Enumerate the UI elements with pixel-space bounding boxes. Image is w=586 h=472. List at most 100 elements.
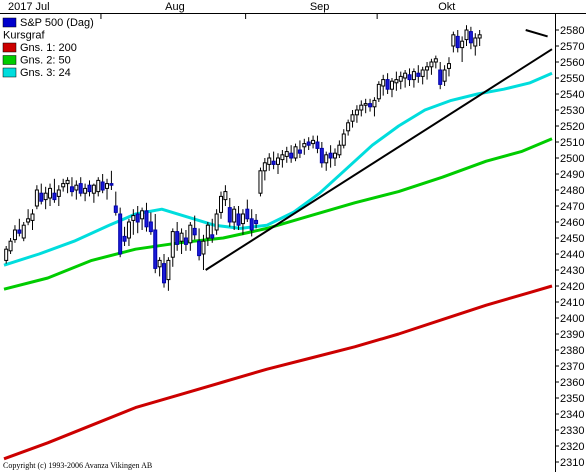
- candle-down: [289, 152, 294, 159]
- candle-up: [311, 139, 316, 145]
- candle-up: [332, 152, 337, 159]
- candle-up: [4, 248, 9, 261]
- candle-up: [8, 240, 13, 252]
- candle-down: [78, 183, 83, 194]
- candle-up: [372, 99, 377, 108]
- candle-up: [74, 184, 79, 191]
- candle-up: [131, 215, 136, 221]
- candle-up: [398, 75, 403, 82]
- candle-up: [34, 189, 39, 207]
- candle-up: [201, 240, 206, 255]
- candle-up: [446, 63, 451, 69]
- month-label: Aug: [165, 1, 185, 13]
- candle-down: [153, 229, 158, 269]
- candle-up: [442, 69, 447, 82]
- y-tick-label: 2340: [560, 409, 584, 421]
- legend-label: S&P 500 (Dag): [20, 17, 94, 29]
- candle-down: [319, 147, 324, 164]
- candle-up: [464, 29, 469, 41]
- y-tick-label: 2380: [560, 345, 584, 357]
- candle-up: [91, 184, 96, 194]
- y-tick-label: 2410: [560, 297, 584, 309]
- legend-label: Gns. 3: 24: [20, 67, 71, 79]
- moving-average-line: [3, 284, 553, 461]
- candle-down: [39, 192, 44, 202]
- candle-up: [473, 37, 478, 47]
- candle-down: [210, 234, 215, 239]
- candle-up: [258, 170, 263, 194]
- y-tick-label: 2310: [560, 457, 584, 469]
- candle-down: [192, 227, 197, 236]
- candle-up: [240, 213, 245, 225]
- candle-up: [223, 191, 228, 201]
- month-label: Sep: [310, 1, 330, 13]
- candle-down: [100, 181, 105, 191]
- candle-up: [56, 189, 61, 197]
- y-tick-label: 2520: [560, 121, 584, 133]
- candle-up: [188, 224, 193, 244]
- candle-up: [381, 79, 386, 87]
- y-tick-label: 2420: [560, 281, 584, 293]
- candle-up: [48, 187, 53, 199]
- moving-average-line: [3, 71, 553, 267]
- candle-up: [451, 34, 456, 47]
- candles: [4, 25, 482, 291]
- candle-up: [324, 154, 329, 164]
- candle-down: [438, 69, 443, 85]
- candle-up: [65, 179, 70, 185]
- candle-up: [433, 58, 438, 63]
- legend-swatch: [2, 67, 17, 78]
- candle-down: [385, 79, 390, 90]
- y-tick-label: 2560: [560, 57, 584, 69]
- y-tick-label: 2450: [560, 233, 584, 245]
- candle-down: [113, 205, 118, 213]
- candle-up: [363, 103, 368, 106]
- candle-down: [236, 213, 241, 226]
- candle-up: [12, 229, 17, 241]
- legend-label: Gns. 1: 200: [20, 42, 77, 54]
- y-tick-label: 2480: [560, 185, 584, 197]
- candle-up: [460, 40, 465, 49]
- candle-up: [302, 143, 307, 148]
- y-tick-label: 2470: [560, 201, 584, 213]
- trendlines: [205, 29, 553, 271]
- candle-up: [337, 144, 342, 156]
- y-tick-label: 2540: [560, 89, 584, 101]
- y-tick-label: 2580: [560, 25, 584, 37]
- candle-up: [140, 210, 145, 220]
- candle-down: [52, 192, 57, 201]
- candle-down: [271, 160, 276, 165]
- candle-down: [144, 210, 149, 228]
- y-tick-label: 2360: [560, 377, 584, 389]
- candle-up: [403, 72, 408, 79]
- legend-swatch: [2, 55, 17, 65]
- candle-up: [205, 224, 210, 239]
- legend-label: Gns. 2: 50: [20, 55, 71, 67]
- candle-up: [346, 122, 351, 132]
- y-tick-label: 2550: [560, 73, 584, 85]
- candle-down: [315, 141, 320, 149]
- candle-up: [21, 224, 26, 239]
- y-tick-label: 2530: [560, 105, 584, 117]
- month-label: Okt: [438, 1, 455, 13]
- candle-down: [162, 263, 167, 284]
- y-tick-label: 2510: [560, 137, 584, 149]
- y-tick-label: 2500: [560, 153, 584, 165]
- candle-down: [468, 31, 473, 44]
- trendline: [525, 29, 548, 38]
- candle-down: [183, 237, 188, 245]
- candle-up: [477, 34, 482, 39]
- legend-swatch: [2, 17, 17, 28]
- candle-up: [394, 79, 399, 84]
- candle-up: [293, 146, 298, 159]
- candle-down: [148, 221, 153, 233]
- y-tick-label: 2460: [560, 217, 584, 229]
- candle-up: [43, 192, 48, 201]
- copyright-text: Copyright (c) 1993-2006 Avanza Vikingen …: [3, 461, 152, 470]
- candle-up: [341, 133, 346, 146]
- candle-up: [232, 208, 237, 223]
- candle-up: [214, 213, 219, 231]
